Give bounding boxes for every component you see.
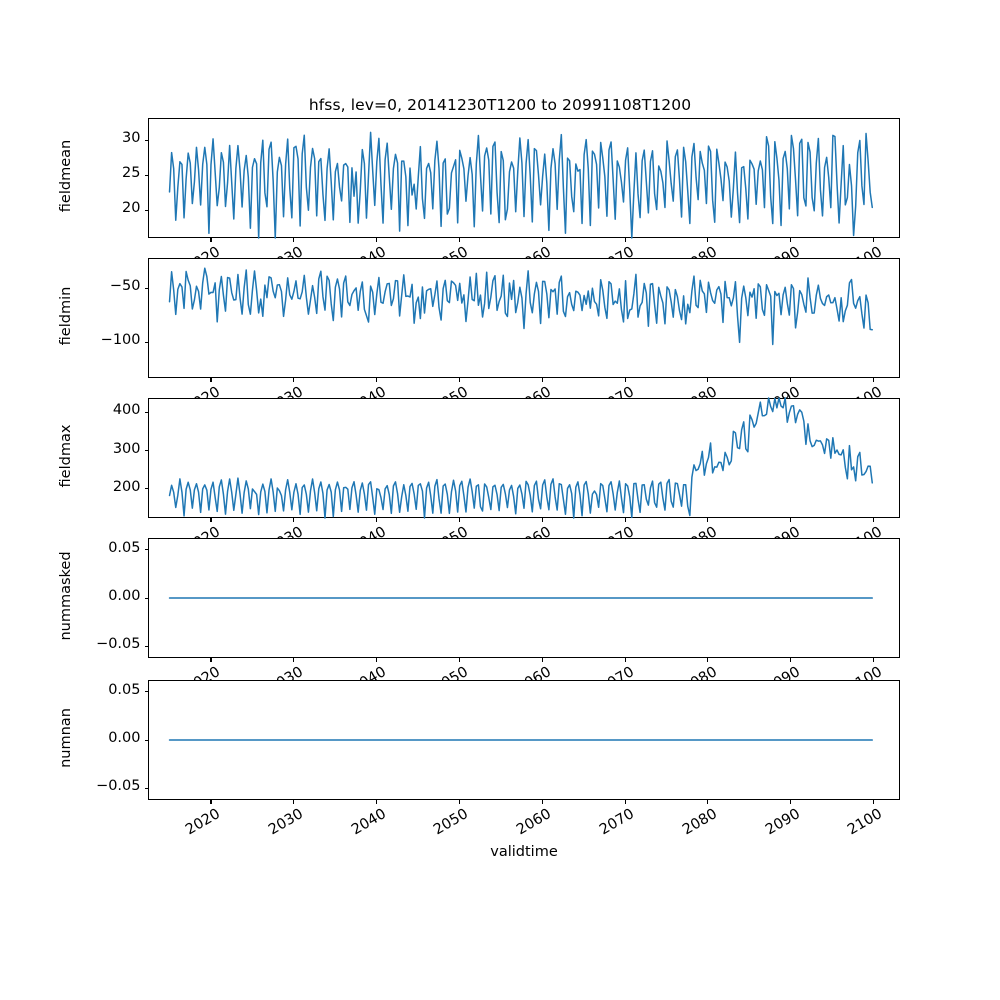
x-tick-mark: [458, 658, 460, 662]
series-line-nummasked: [168, 597, 874, 599]
y-tick-mark: [144, 597, 148, 599]
data-path: [168, 131, 874, 239]
x-tick-mark: [790, 238, 792, 242]
x-tick-mark: [458, 800, 460, 804]
y-tick-mark: [144, 174, 148, 176]
subplot-fieldmean: 20 25 30 fieldmean 2020 2030 2040 2050 2060 2070 2…: [58, 118, 900, 262]
series-line-fieldmax: [168, 397, 874, 519]
series-line-numnan: [168, 739, 874, 741]
y-tick-mark: [144, 341, 148, 343]
x-tick-mark: [624, 800, 626, 804]
y-tick-label: 25: [122, 165, 141, 182]
x-tick-mark: [293, 238, 295, 242]
x-tick-mark: [458, 238, 460, 242]
x-tick-mark: [707, 518, 709, 522]
y-tick-mark: [144, 645, 148, 647]
subplot-numnan: −0.05 0.00 0.05 numnan 2020 2030 2040 2050 2060 2…: [58, 680, 900, 838]
y-tick-mark: [144, 450, 148, 452]
x-tick-mark: [376, 238, 378, 242]
y-tick-label: −0.05: [96, 778, 141, 795]
x-tick-mark: [872, 378, 875, 382]
y-tick-label: 400: [112, 402, 141, 419]
x-tick-mark: [790, 800, 792, 804]
y-tick-mark: [144, 209, 148, 211]
subplot-fieldmax: 200 300 400 fieldmax 2020 2030 2040 2050 2060 207…: [58, 397, 900, 542]
x-tick-mark: [458, 518, 460, 522]
y-tick-mark: [144, 787, 148, 789]
y-tick-mark: [144, 287, 148, 289]
y-tick-label: 0.00: [108, 588, 141, 604]
x-tick-mark: [541, 238, 543, 242]
x-tick-mark: [541, 518, 543, 522]
y-tick-mark: [144, 549, 148, 551]
y-tick-mark: [144, 411, 148, 413]
y-tick-label: 0.05: [108, 539, 141, 556]
series-line-fieldmean: [168, 131, 874, 239]
x-tick-mark: [872, 658, 875, 662]
x-tick-mark: [707, 658, 709, 662]
x-tick-mark: [624, 658, 626, 662]
x-tick-mark: [376, 800, 378, 804]
y-tick-mark: [144, 139, 148, 141]
y-tick-label: 300: [112, 440, 141, 457]
y-tick-label: 0.00: [108, 730, 141, 746]
x-axis-label: validtime: [490, 844, 558, 860]
y-tick-label: 0.05: [108, 681, 141, 698]
y-tick-mark: [144, 488, 148, 490]
y-tick-label: 200: [112, 478, 141, 495]
y-axis-label-numnan: numnan: [58, 708, 74, 768]
x-tick-mark: [293, 518, 295, 522]
x-tick-mark: [541, 800, 543, 804]
x-tick-mark: [293, 658, 295, 662]
x-tick-mark: [790, 518, 792, 522]
x-tick-mark: [210, 658, 212, 662]
y-tick-label: −100: [100, 332, 141, 349]
x-tick-mark: [624, 518, 626, 522]
x-tick-mark: [707, 800, 709, 804]
y-tick-label: −50: [109, 278, 141, 295]
x-tick-mark: [707, 378, 709, 382]
x-tick-mark: [872, 800, 875, 804]
x-tick-mark: [872, 238, 875, 242]
x-tick-mark: [872, 518, 875, 522]
x-tick-mark: [624, 378, 626, 382]
x-tick-mark: [458, 378, 460, 382]
x-tick-mark: [293, 378, 295, 382]
y-tick-label: −0.05: [96, 636, 141, 653]
x-tick-mark: [624, 238, 626, 242]
data-path: [168, 267, 874, 346]
x-tick-mark: [541, 658, 543, 662]
x-tick-mark: [707, 238, 709, 242]
x-tick-mark: [376, 518, 378, 522]
x-tick-mark: [210, 238, 212, 242]
x-tick-mark: [210, 518, 212, 522]
x-tick-mark: [790, 658, 792, 662]
y-tick-mark: [144, 739, 148, 741]
x-tick-mark: [541, 378, 543, 382]
y-tick-label: 20: [122, 200, 141, 217]
y-tick-mark: [144, 691, 148, 693]
subplot-nummasked: −0.05 0.00 0.05 nummasked 2020 2030 2040 2050 20…: [58, 538, 900, 684]
data-path: [168, 397, 874, 519]
x-tick-mark: [210, 378, 212, 382]
x-tick-mark: [790, 378, 792, 382]
subplot-fieldmin: −100 −50 fieldmin 2020 2030 2040 2050 2060 2070 2…: [58, 258, 900, 402]
x-tick-mark: [376, 378, 378, 382]
figure-title: hfss, lev=0, 20141230T1200 to 20991108T1…: [308, 96, 692, 114]
x-tick-mark: [376, 658, 378, 662]
y-tick-label: 30: [122, 130, 141, 147]
x-tick-mark: [293, 800, 295, 804]
series-line-fieldmin: [168, 267, 874, 346]
x-tick-mark: [210, 800, 212, 804]
